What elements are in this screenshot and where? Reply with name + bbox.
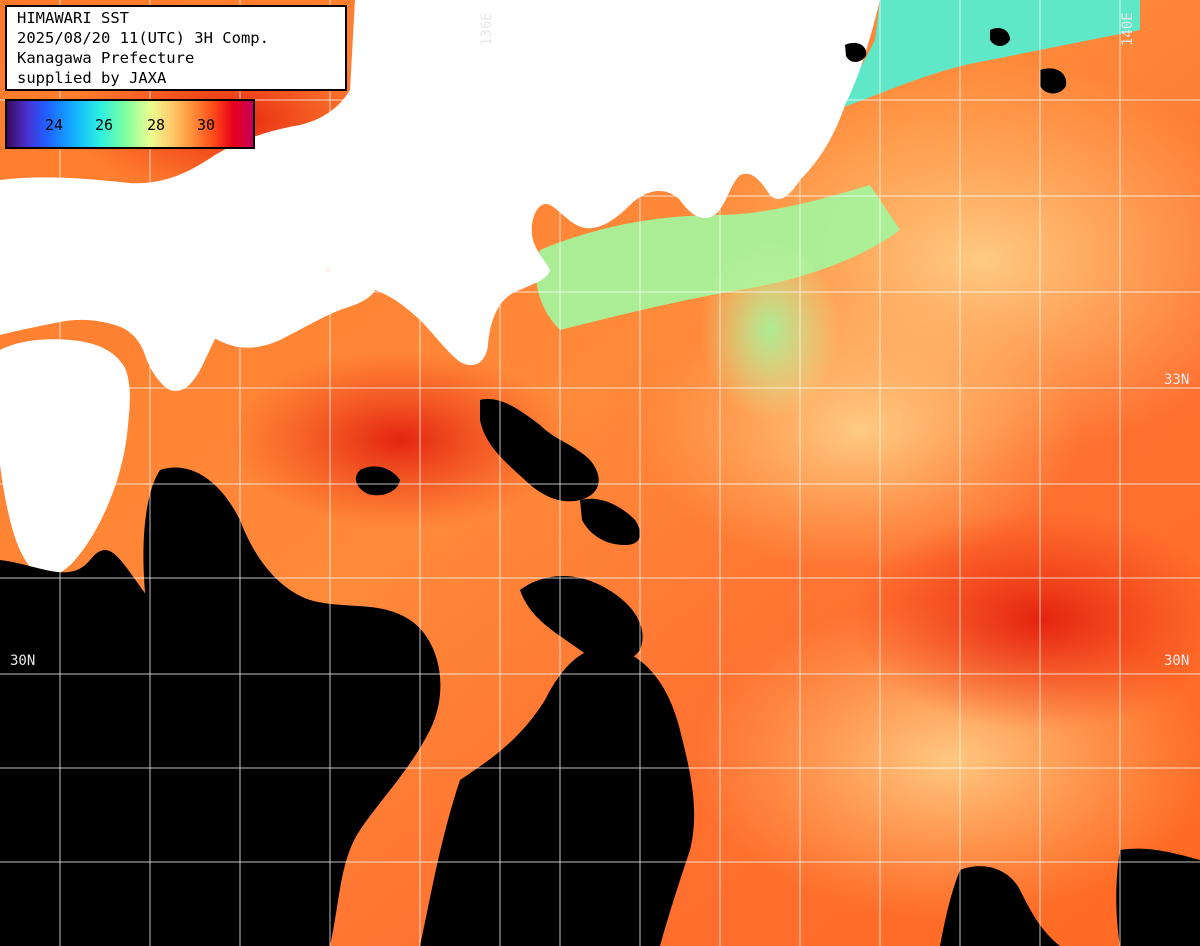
info-panel: HIMAWARI SST 2025/08/20 11(UTC) 3H Comp.… <box>5 5 347 91</box>
lat-label-33n-right: 33N <box>1164 372 1190 388</box>
cool-water-kanto <box>835 0 1140 110</box>
lat-label-30n-right: 30N <box>1164 653 1190 669</box>
cloud-mask <box>0 28 1200 946</box>
map-region: Kanagawa Prefecture <box>17 49 195 67</box>
lon-label-136e: 136E <box>479 12 495 46</box>
temperature-legend: 24 26 28 30 <box>5 99 255 149</box>
lat-label-30n-left: 30N <box>10 653 36 669</box>
land-kii-tip <box>404 233 432 272</box>
hot-patch-southeast <box>850 510 1200 730</box>
land-shikoku <box>190 269 375 348</box>
cool-plume <box>700 240 840 420</box>
map-title: HIMAWARI SST <box>17 9 129 27</box>
land-kyushu <box>0 339 130 576</box>
land-small-island-3 <box>12 377 32 393</box>
legend-tick-28: 28 <box>147 116 166 134</box>
hot-patch-west <box>230 350 570 530</box>
legend-tick-26: 26 <box>95 116 114 134</box>
lon-label-140e: 140E <box>1120 12 1136 46</box>
map-supplier: supplied by JAXA <box>17 69 167 87</box>
land-small-island-1 <box>478 150 498 186</box>
cool-water-tokai <box>536 185 900 330</box>
map-datetime: 2025/08/20 11(UTC) 3H Comp. <box>17 29 269 47</box>
legend-tick-24: 24 <box>45 116 64 134</box>
legend-tick-30: 30 <box>197 116 216 134</box>
